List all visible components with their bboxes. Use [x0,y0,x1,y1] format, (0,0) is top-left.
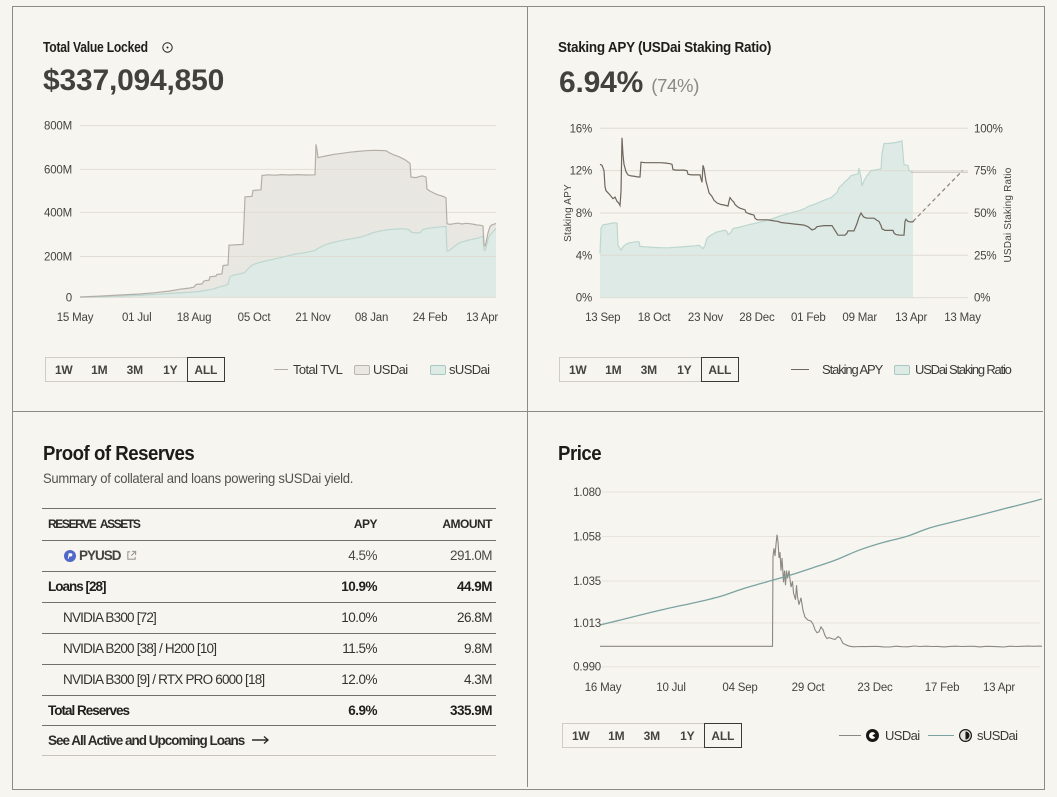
svg-text:10 Jul: 10 Jul [656,682,686,694]
svg-text:Staking APY: Staking APY [563,184,574,242]
svg-text:05 Oct: 05 Oct [238,312,272,324]
svg-text:12%: 12% [570,166,592,178]
svg-text:01 Jul: 01 Jul [122,312,152,324]
svg-text:13 Apr: 13 Apr [466,312,498,324]
svg-text:21 Nov: 21 Nov [295,312,331,324]
svg-text:0.990: 0.990 [573,662,601,674]
svg-text:0: 0 [66,292,72,304]
svg-text:18 Aug: 18 Aug [177,312,212,324]
svg-text:09 Mar: 09 Mar [842,312,877,324]
svg-text:01 Feb: 01 Feb [791,312,826,324]
svg-text:15 May: 15 May [57,312,94,324]
svg-text:800M: 800M [44,121,72,133]
svg-text:8%: 8% [576,208,592,220]
svg-text:23 Nov: 23 Nov [688,312,724,324]
svg-text:1.013: 1.013 [573,618,601,630]
svg-text:28 Dec: 28 Dec [739,312,775,324]
svg-text:13 May: 13 May [944,312,981,324]
svg-text:600M: 600M [44,164,72,176]
svg-text:25%: 25% [974,250,996,262]
svg-text:16%: 16% [570,123,592,135]
svg-text:1.080: 1.080 [573,487,601,499]
svg-text:13 Sep: 13 Sep [585,312,620,324]
svg-text:08 Jan: 08 Jan [355,312,388,324]
svg-text:1.035: 1.035 [573,576,601,588]
svg-text:0%: 0% [576,293,592,305]
svg-text:1.058: 1.058 [573,532,601,544]
svg-text:13 Apr: 13 Apr [895,312,927,324]
svg-text:13 Apr: 13 Apr [983,682,1015,694]
svg-text:200M: 200M [44,252,72,264]
svg-text:100%: 100% [974,123,1003,135]
svg-text:16 May: 16 May [585,682,622,694]
svg-text:29 Oct: 29 Oct [792,682,826,694]
svg-text:17 Feb: 17 Feb [925,682,960,694]
svg-text:50%: 50% [974,208,996,220]
svg-text:23 Dec: 23 Dec [857,682,893,694]
svg-text:USDai Staking Ratio: USDai Staking Ratio [1003,167,1014,262]
svg-text:75%: 75% [974,166,996,178]
svg-text:4%: 4% [576,250,592,262]
svg-text:04 Sep: 04 Sep [722,682,757,694]
svg-text:400M: 400M [44,207,72,219]
svg-text:0%: 0% [974,293,990,305]
svg-text:18 Oct: 18 Oct [638,312,672,324]
svg-text:24 Feb: 24 Feb [413,312,448,324]
